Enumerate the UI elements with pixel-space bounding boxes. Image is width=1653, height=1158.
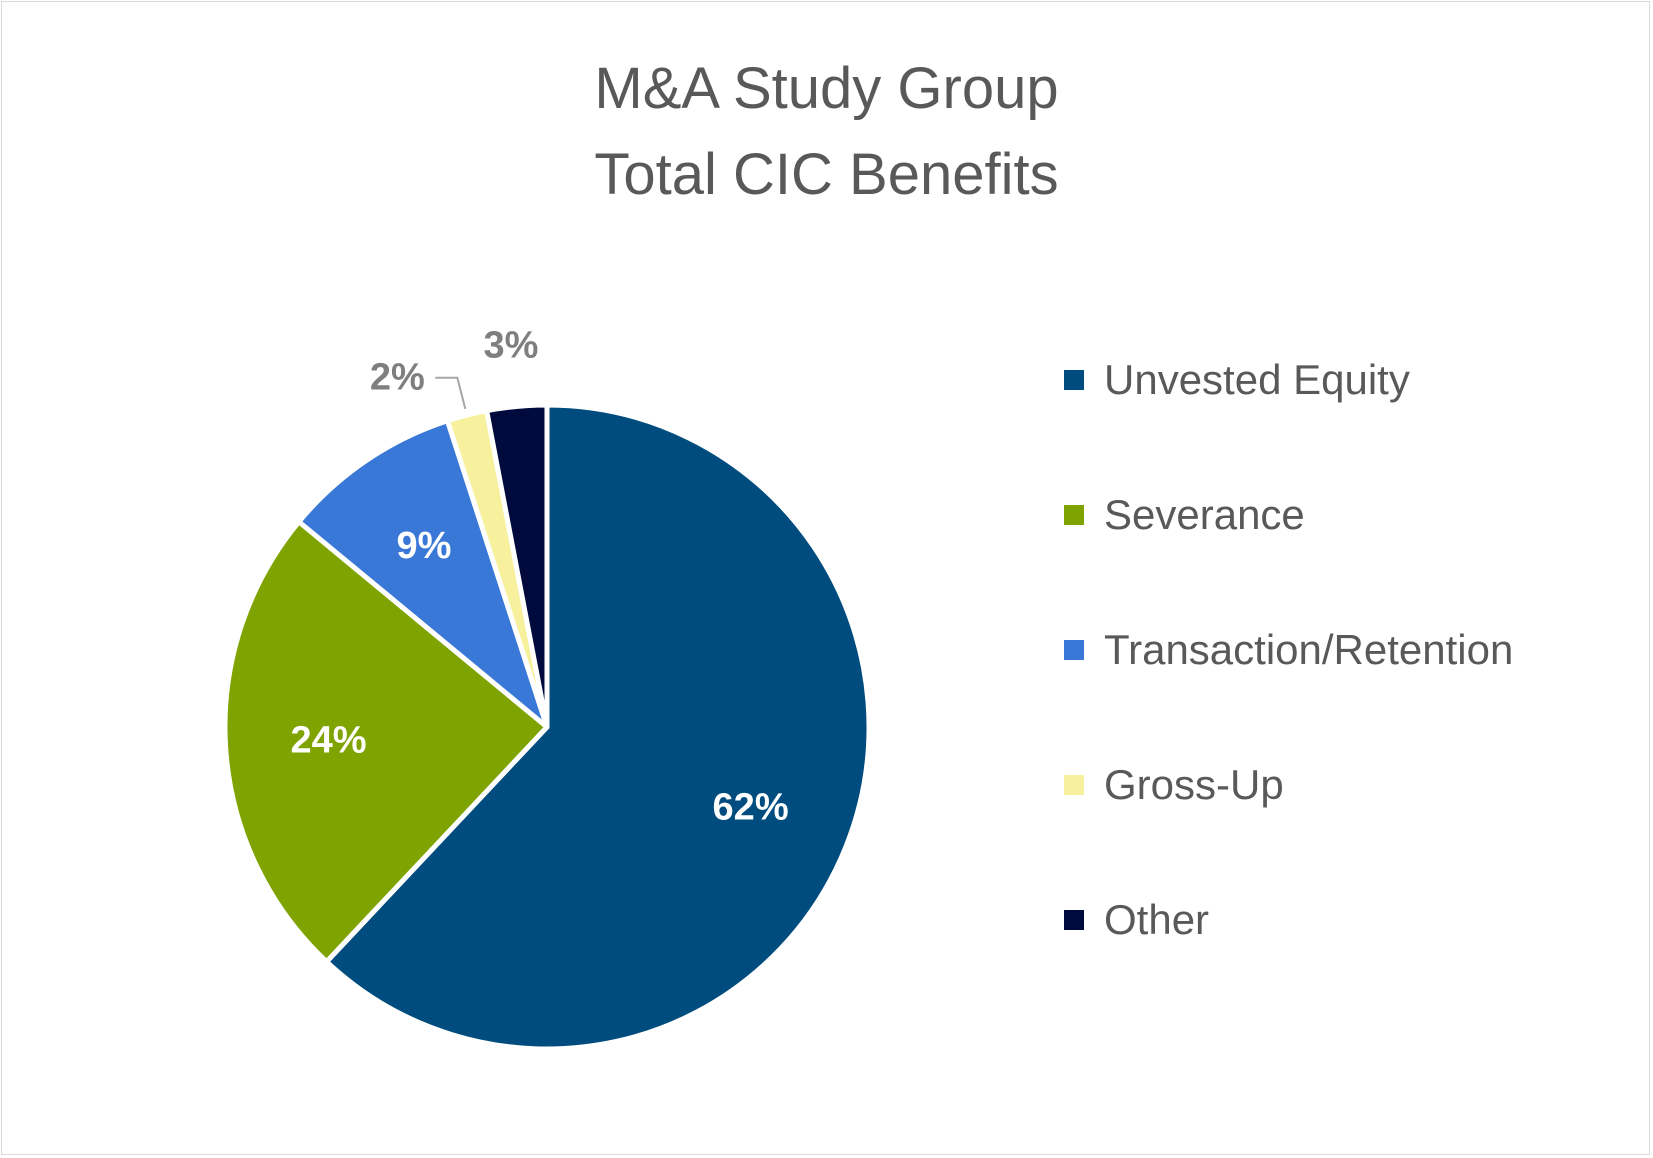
chart-title-line-1: M&A Study Group [594, 56, 1059, 121]
pie-slice-transaction-retention [296, 418, 550, 730]
legend: Unvested Equity Severance Transaction/Re… [1064, 346, 1513, 1021]
legend-swatch-other [1064, 910, 1084, 930]
data-label-other: 3% [483, 325, 538, 367]
legend-item-unvested-equity: Unvested Equity [1064, 346, 1513, 481]
legend-item-other: Other [1064, 886, 1513, 1021]
legend-label-unvested-equity: Unvested Equity [1104, 356, 1410, 403]
data-label-unvested-equity: 62% [713, 787, 789, 829]
chart-title-line-2: Total CIC Benefits [594, 142, 1059, 207]
data-label-transaction-retention: 9% [396, 525, 451, 567]
pie-slice-other [484, 402, 550, 730]
pie-slice-severance [222, 519, 550, 965]
legend-label-transaction-retention: Transaction/Retention [1104, 626, 1514, 673]
legend-label-other: Other [1104, 896, 1210, 943]
legend-item-transaction-retention: Transaction/Retention [1064, 616, 1513, 751]
legend-label-severance: Severance [1104, 491, 1305, 538]
data-label-gross-up: 2% [370, 357, 425, 399]
legend-swatch-severance [1064, 505, 1084, 525]
legend-swatch-unvested-equity [1064, 370, 1084, 390]
legend-swatch-transaction-retention [1064, 640, 1084, 660]
legend-swatch-gross-up [1064, 775, 1084, 795]
legend-label-gross-up: Gross-Up [1104, 761, 1284, 808]
pie-slice-unvested-equity [324, 402, 872, 1052]
data-label-severance: 24% [290, 720, 366, 762]
leader-line-gross-up [435, 376, 467, 410]
legend-item-severance: Severance [1064, 481, 1513, 616]
chart-title: M&A Study Group Total CIC Benefits [0, 46, 1653, 218]
legend-item-gross-up: Gross-Up [1064, 751, 1513, 886]
